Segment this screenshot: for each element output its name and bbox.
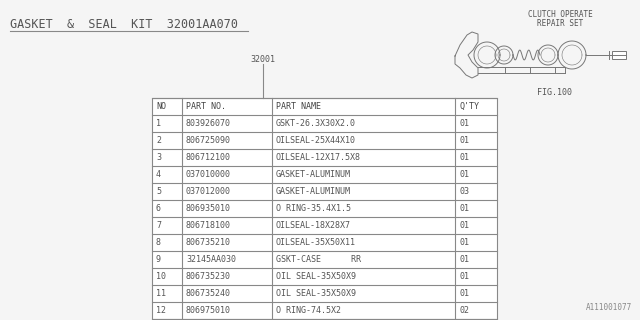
Text: OIL SEAL-35X50X9: OIL SEAL-35X50X9 (276, 289, 356, 298)
Text: O RING-35.4X1.5: O RING-35.4X1.5 (276, 204, 351, 213)
Text: 9: 9 (156, 255, 161, 264)
Text: CLUTCH OPERATE: CLUTCH OPERATE (527, 10, 593, 19)
Text: OILSEAL-25X44X10: OILSEAL-25X44X10 (276, 136, 356, 145)
Text: 806975010: 806975010 (186, 306, 231, 315)
Text: PART NO.: PART NO. (186, 102, 226, 111)
Bar (152, 98, 497, 319)
Text: 037012000: 037012000 (186, 187, 231, 196)
Text: GASKET  &  SEAL  KIT  32001AA070: GASKET & SEAL KIT 32001AA070 (10, 18, 238, 31)
Text: 01: 01 (459, 255, 469, 264)
Text: 2: 2 (156, 136, 161, 145)
Text: NO: NO (156, 102, 166, 111)
Text: 806735230: 806735230 (186, 272, 231, 281)
Text: 01: 01 (459, 170, 469, 179)
Text: 03: 03 (459, 187, 469, 196)
Text: OIL SEAL-35X50X9: OIL SEAL-35X50X9 (276, 272, 356, 281)
Text: PART NAME: PART NAME (276, 102, 321, 111)
Text: GSKT-CASE      RR: GSKT-CASE RR (276, 255, 361, 264)
Text: Q'TY: Q'TY (459, 102, 479, 111)
Text: 806712100: 806712100 (186, 153, 231, 162)
Text: O RING-74.5X2: O RING-74.5X2 (276, 306, 341, 315)
Text: 806718100: 806718100 (186, 221, 231, 230)
Text: 01: 01 (459, 238, 469, 247)
Text: 803926070: 803926070 (186, 119, 231, 128)
Text: 11: 11 (156, 289, 166, 298)
Text: 01: 01 (459, 136, 469, 145)
Text: 01: 01 (459, 153, 469, 162)
Text: A111001077: A111001077 (586, 303, 632, 312)
Text: 806935010: 806935010 (186, 204, 231, 213)
Text: 02: 02 (459, 306, 469, 315)
Text: FIG.100: FIG.100 (537, 88, 572, 97)
Text: 7: 7 (156, 221, 161, 230)
Text: OILSEAL-18X28X7: OILSEAL-18X28X7 (276, 221, 351, 230)
Text: 806725090: 806725090 (186, 136, 231, 145)
Text: 806735210: 806735210 (186, 238, 231, 247)
Text: OILSEAL-12X17.5X8: OILSEAL-12X17.5X8 (276, 153, 361, 162)
Text: 6: 6 (156, 204, 161, 213)
Text: 3: 3 (156, 153, 161, 162)
Text: 32145AA030: 32145AA030 (186, 255, 236, 264)
Text: 8: 8 (156, 238, 161, 247)
Text: 1: 1 (156, 119, 161, 128)
Text: 01: 01 (459, 204, 469, 213)
Text: 806735240: 806735240 (186, 289, 231, 298)
Text: OILSEAL-35X50X11: OILSEAL-35X50X11 (276, 238, 356, 247)
Text: 12: 12 (156, 306, 166, 315)
Text: REPAIR SET: REPAIR SET (537, 19, 583, 28)
Text: GASKET-ALUMINUM: GASKET-ALUMINUM (276, 187, 351, 196)
Text: 01: 01 (459, 272, 469, 281)
Text: GASKET-ALUMINUM: GASKET-ALUMINUM (276, 170, 351, 179)
Text: 32001: 32001 (250, 55, 275, 64)
Text: 4: 4 (156, 170, 161, 179)
Text: 01: 01 (459, 289, 469, 298)
Text: 10: 10 (156, 272, 166, 281)
Text: 037010000: 037010000 (186, 170, 231, 179)
Text: GSKT-26.3X30X2.0: GSKT-26.3X30X2.0 (276, 119, 356, 128)
Text: 5: 5 (156, 187, 161, 196)
Text: 01: 01 (459, 221, 469, 230)
Text: 01: 01 (459, 119, 469, 128)
Bar (612, 51, 626, 59)
